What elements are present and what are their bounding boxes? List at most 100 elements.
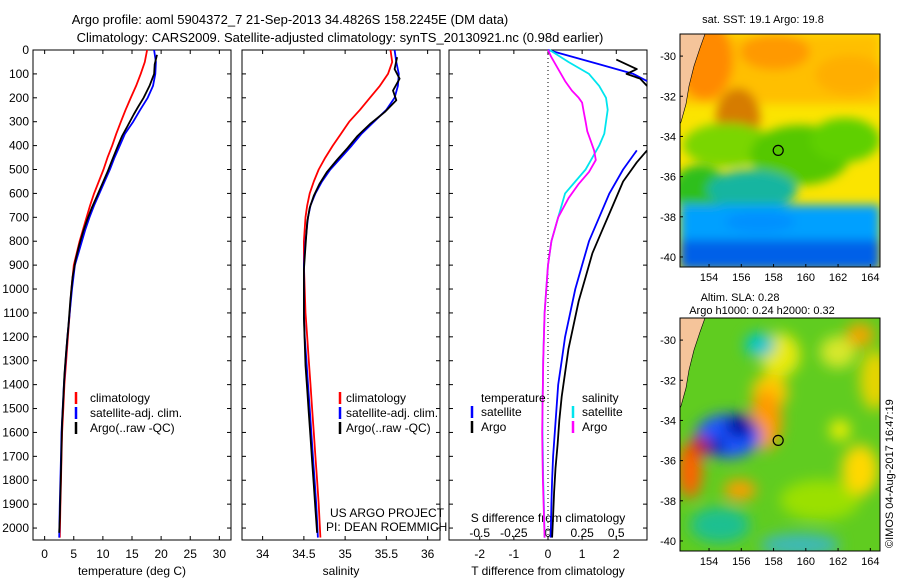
map-x-tick-label: 160 [797,556,815,568]
x-tick-label: -1 [509,547,520,561]
y-tick-label: 800 [9,234,29,248]
y-tick-label: 400 [9,139,29,153]
map-x-tick-label: 154 [700,556,718,568]
y-tick-label: 1400 [2,378,29,392]
legend-satellite: satellite-adj. clim. [90,406,182,420]
x-tick-label: 30 [213,547,227,561]
map-y-tick-label: -38 [660,212,676,224]
difference-panel: -2 -1 0 1 2 -0.5 -0.25 0 0.25 0.5S difference fro… [448,49,648,578]
salinity-panel: 34 34.5 35 35.5 36 salinity [241,49,441,578]
sla-map-frame [679,317,881,552]
map-x-tick-label: 162 [829,556,847,568]
temperature-legend: climatology satellite-adj. clim. Argo(..… [74,391,182,435]
map-x-tick-label: 164 [861,272,879,284]
series-line-argo-raw-qc- [58,54,158,533]
map-y-tick-label: -32 [660,375,676,387]
map-x-tick-label: 158 [764,272,782,284]
map-x-tick-label: 158 [764,556,782,568]
y-tick-label: 500 [9,163,29,177]
x-tick-label: 15 [125,547,139,561]
x-axis-label: salinity [323,564,360,578]
s-tick-label: -0.25 [500,526,528,540]
map-x-tick-label: 162 [829,272,847,284]
map-y-tick-label: -40 [660,252,676,264]
x-tick-label: 2 [613,547,620,561]
x-tick-label: 5 [70,547,77,561]
y-tick-label: 1600 [2,425,29,439]
series-line-temperature-satellite-deep- [549,149,638,538]
legend-t-satellite: satellite [481,405,522,419]
y-tick-label: 1300 [2,354,29,368]
difference-legend: temperature satellite Argo salinity sate… [470,391,623,434]
x-tick-label: 35 [338,547,352,561]
legend-argo: Argo(..raw -QC) [346,421,431,435]
imos-timestamp: ©IMOS 04-Aug-2017 16:47:19 [884,399,896,548]
annotation-project: US ARGO PROJECT [330,506,445,520]
map-y-tick-label: -30 [660,51,676,63]
series-line-salinity-argo [541,49,597,538]
map-x-tick-label: 154 [700,272,718,284]
s-tick-label: 0.25 [570,526,594,540]
legend-climatology: climatology [90,391,150,405]
argo-float-marker [772,434,784,446]
y-tick-label: 1700 [2,449,29,463]
y-tick-label: 300 [9,115,29,129]
sst-map [680,34,880,267]
plot-frame [241,49,441,541]
series-line-climatology [302,49,394,538]
legend-climatology: climatology [346,391,406,405]
legend-temperature-title: temperature [481,391,546,405]
y-tick-label: 1900 [2,497,29,511]
header-line-1: Argo profile: aoml 5904372_7 21-Sep-2013… [72,12,509,27]
sla-axes: 154 156 158 160 162 164 -30 -32 -34 -36 -38 -40 [660,335,879,568]
y-tick-label: 1800 [2,473,29,487]
header-line-2: Climatology: CARS2009. Satellite-adjuste… [77,30,604,45]
x-axis-label: temperature (deg C) [78,564,186,578]
map-x-tick-label: 156 [732,272,750,284]
sst-field [680,34,880,267]
x-tick-label: 10 [96,547,110,561]
y-tick-label: 700 [9,210,29,224]
x-tick-label: 0 [41,547,48,561]
y-tick-label: 0 [22,43,29,57]
x-tick-label: 0 [545,547,552,561]
sst-title: sat. SST: 19.1 Argo: 19.8 [702,14,824,26]
x-tick-label: -2 [474,547,485,561]
x-tick-label: 20 [154,547,168,561]
x-tick-label: 1 [579,547,586,561]
x-tick-label: 35.5 [375,547,399,561]
map-y-tick-label: -38 [660,496,676,508]
s-tick-label: 0.5 [608,526,625,540]
y-tick-label: 1200 [2,330,29,344]
sla-field [680,323,880,551]
temperature-panel: 0100200300400500600700800900100011001200… [2,43,232,578]
legend-s-satellite: satellite [582,405,623,419]
x-tick-label: 36 [421,547,435,561]
argo-float-marker [772,144,784,156]
map-y-tick-label: -36 [660,172,676,184]
series-line-temperature-argo [615,58,648,87]
legend-satellite: satellite-adj. clim. [346,406,438,420]
plot-frame [32,49,232,541]
sla-subtitle: Argo h1000: 0.24 h2000: 0.32 [689,305,835,317]
y-tick-label: 1500 [2,402,29,416]
s-tick-label: 0 [545,526,552,540]
y-tick-label: 1000 [2,282,29,296]
y-tick-label: 100 [9,67,29,81]
map-y-tick-label: -34 [660,415,676,427]
legend-salinity-title: salinity [582,391,619,405]
salinity-annotation: US ARGO PROJECT PI: DEAN ROEMMICH [326,506,447,534]
series-line-temperature-satellite [547,49,648,82]
map-y-tick-label: -36 [660,456,676,468]
map-y-tick-label: -32 [660,91,676,103]
sla-title: Altim. SLA: 0.28 [701,292,780,304]
sst-map-frame [679,33,881,268]
s-tick-label: -0.5 [469,526,490,540]
series-line-temperature-argo-deep- [551,149,648,538]
map-x-tick-label: 156 [732,556,750,568]
y-tick-label: 900 [9,258,29,272]
y-tick-label: 600 [9,186,29,200]
legend-s-argo: Argo [582,420,608,434]
map-y-tick-label: -40 [660,536,676,548]
